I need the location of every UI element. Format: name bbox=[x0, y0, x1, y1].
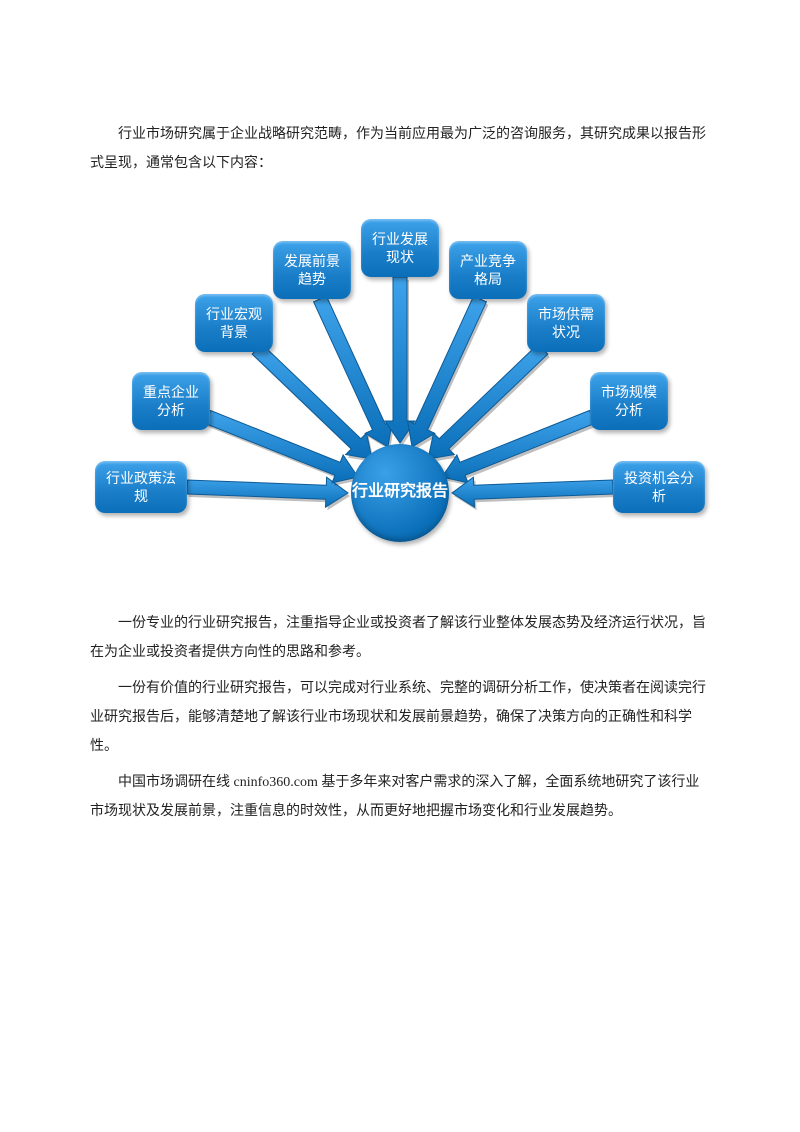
diagram-node-label: 行业发展现状 bbox=[367, 230, 433, 266]
diagram-node-label: 产业竞争格局 bbox=[455, 252, 521, 288]
diagram-node-n7: 市场供需状况 bbox=[527, 294, 605, 352]
diagram-node-label: 市场供需状况 bbox=[533, 305, 599, 341]
diagram-node-n8: 市场规模分析 bbox=[590, 372, 668, 430]
diagram-center-label: 行业研究报告 bbox=[352, 482, 448, 503]
body-paragraph-3: 中国市场调研在线 cninfo360.com 基于多年来对客户需求的深入了解，全… bbox=[90, 768, 710, 827]
diagram-node-n2: 重点企业分析 bbox=[132, 372, 210, 430]
diagram-node-label: 重点企业分析 bbox=[138, 383, 204, 419]
diagram-node-n4: 发展前景趋势 bbox=[273, 241, 351, 299]
diagram-node-label: 市场规模分析 bbox=[596, 383, 662, 419]
diagram-node-n3: 行业宏观背景 bbox=[195, 294, 273, 352]
diagram-node-n5: 行业发展现状 bbox=[361, 219, 439, 277]
diagram-node-label: 行业宏观背景 bbox=[201, 305, 267, 341]
body-paragraph-2: 一份有价值的行业研究报告，可以完成对行业系统、完整的调研分析工作，使决策者在阅读… bbox=[90, 674, 710, 762]
diagram-node-n1: 行业政策法规 bbox=[95, 461, 187, 513]
intro-paragraph: 行业市场研究属于企业战略研究范畴，作为当前应用最为广泛的咨询服务，其研究成果以报… bbox=[90, 120, 710, 179]
diagram-node-n6: 产业竞争格局 bbox=[449, 241, 527, 299]
diagram-node-label: 发展前景趋势 bbox=[279, 252, 345, 288]
diagram-center: 行业研究报告 bbox=[351, 444, 449, 542]
arrow-n1 bbox=[187, 477, 348, 507]
diagram-node-label: 行业政策法规 bbox=[101, 469, 181, 505]
arrow-n5 bbox=[385, 277, 415, 443]
diagram-node-n9: 投资机会分析 bbox=[613, 461, 705, 513]
diagram-node-label: 投资机会分析 bbox=[619, 469, 699, 505]
industry-research-diagram: 行业研究报告 行业政策法规 重点企业分析 行业宏观背景发展前景趋势行业发展现状产业竞… bbox=[90, 199, 710, 579]
body-paragraph-1: 一份专业的行业研究报告，注重指导企业或投资者了解该行业整体发展态势及经济运行状况… bbox=[90, 609, 710, 668]
